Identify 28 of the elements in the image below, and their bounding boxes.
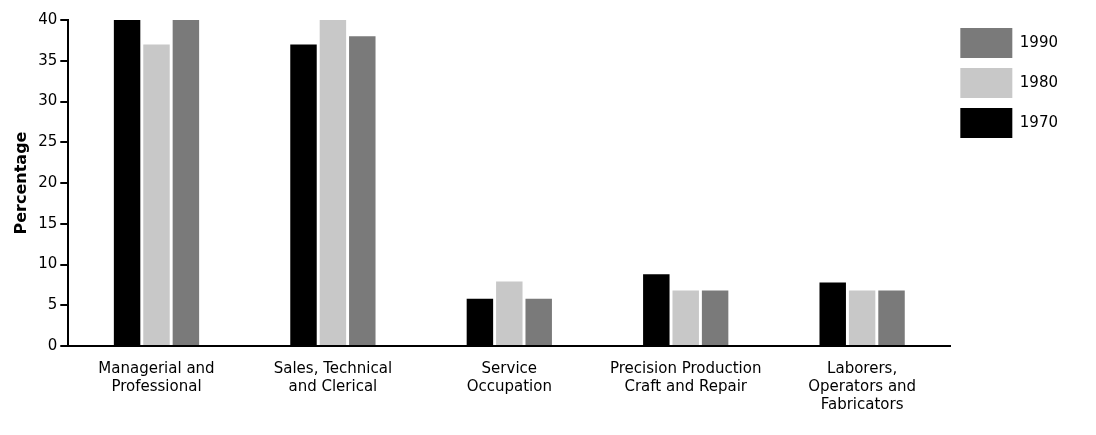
bar [525, 298, 552, 345]
bar [349, 36, 376, 345]
bar [672, 290, 699, 345]
bar [848, 290, 876, 345]
y-tick-label: 0 [47, 335, 58, 354]
bar [701, 290, 729, 345]
y-tick-label: 30 [38, 91, 58, 110]
legend-label: 1990 [1019, 32, 1059, 51]
bar [143, 44, 170, 345]
x-tick-label: Laborers, Operators and Fabricators [808, 358, 917, 413]
bar [878, 290, 905, 345]
x-tick-label: Managerial and Professional [98, 358, 215, 395]
legend-label: 1980 [1019, 72, 1059, 91]
y-tick-label: 15 [38, 213, 58, 232]
bar [496, 281, 523, 345]
y-axis-title: Percentage [10, 131, 30, 235]
y-tick-label: 10 [38, 254, 58, 273]
x-tick-label: Precision Production Craft and Repair [609, 358, 762, 395]
x-tick-label: Sales, Technical and Clerical [273, 358, 393, 395]
y-tick-label: 40 [38, 9, 58, 28]
y-tick-label: 25 [38, 132, 58, 151]
y-tick-label: 35 [38, 50, 58, 69]
x-tick-label: Service Occupation [466, 358, 552, 395]
legend-label: 1970 [1019, 112, 1059, 131]
bar [319, 20, 347, 345]
bar [172, 20, 200, 345]
y-tick-label: 5 [47, 295, 58, 314]
y-tick-label: 20 [38, 172, 58, 191]
